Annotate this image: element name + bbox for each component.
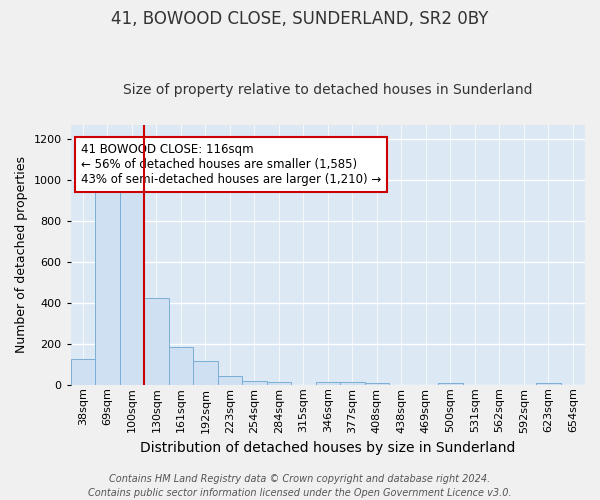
Text: Contains HM Land Registry data © Crown copyright and database right 2024.
Contai: Contains HM Land Registry data © Crown c… (88, 474, 512, 498)
Bar (340, 382, 365, 385)
Bar (144, 298, 169, 385)
Bar (169, 347, 193, 385)
Bar (95, 189, 119, 385)
Text: 41 BOWOOD CLOSE: 116sqm
← 56% of detached houses are smaller (1,585)
43% of semi: 41 BOWOOD CLOSE: 116sqm ← 56% of detache… (81, 143, 381, 186)
Bar (119, 190, 144, 385)
Bar (242, 380, 266, 385)
Bar (193, 361, 218, 385)
Bar (365, 382, 389, 385)
Bar (316, 382, 340, 385)
X-axis label: Distribution of detached houses by size in Sunderland: Distribution of detached houses by size … (140, 441, 515, 455)
Bar (71, 358, 95, 385)
Y-axis label: Number of detached properties: Number of detached properties (15, 156, 28, 353)
Bar (218, 376, 242, 385)
Text: 41, BOWOOD CLOSE, SUNDERLAND, SR2 0BY: 41, BOWOOD CLOSE, SUNDERLAND, SR2 0BY (112, 10, 488, 28)
Bar (536, 382, 560, 385)
Bar (266, 382, 291, 385)
Title: Size of property relative to detached houses in Sunderland: Size of property relative to detached ho… (123, 83, 533, 97)
Bar (438, 383, 463, 385)
